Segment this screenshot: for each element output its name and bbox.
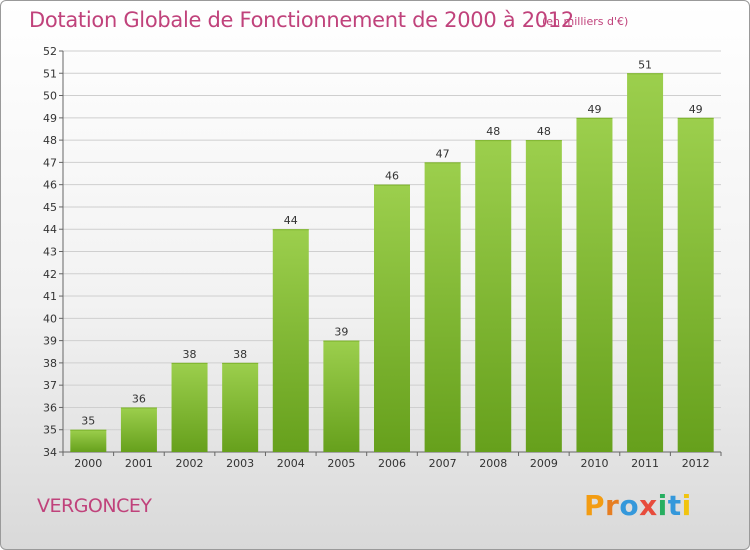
bar — [475, 140, 512, 452]
y-tick-label: 44 — [43, 223, 57, 236]
bar-value-label: 36 — [132, 392, 146, 405]
x-tick-label: 2004 — [277, 457, 305, 470]
y-tick-label: 42 — [43, 268, 57, 281]
bar-value-label: 44 — [284, 214, 298, 227]
bar-value-label: 48 — [537, 125, 551, 138]
value-labels: 35 36 38 38 44 39 46 47 48 48 49 51 49 — [81, 58, 702, 427]
y-tick-label: 38 — [43, 357, 57, 370]
bar-value-label: 49 — [587, 103, 601, 116]
x-tick-labels: 2000 2001 2002 2003 2004 2005 2006 2007 2008 2009… — [74, 457, 709, 470]
bar — [525, 140, 562, 452]
proxiti-logo: Proxiti — [584, 489, 692, 522]
x-tick-label: 2000 — [74, 457, 102, 470]
chart-unit: (en milliers d'€) — [542, 15, 629, 28]
x-tick-label: 2006 — [378, 457, 406, 470]
y-tick-label: 36 — [43, 401, 57, 414]
logo-letter: i — [657, 489, 668, 522]
bar-value-label: 47 — [436, 147, 450, 160]
x-tick-label: 2005 — [327, 457, 355, 470]
bar-value-label: 51 — [638, 58, 652, 71]
x-tick-label: 2010 — [580, 457, 608, 470]
y-tick-label: 34 — [43, 446, 57, 459]
bar-value-label: 35 — [81, 415, 95, 428]
logo-letter: P — [584, 489, 606, 522]
bars — [70, 73, 714, 453]
bar-value-label: 46 — [385, 170, 399, 183]
bar — [627, 73, 664, 453]
y-tick-label: 41 — [43, 290, 57, 303]
logo-letter: i — [681, 489, 692, 522]
y-tick-label: 46 — [43, 179, 57, 192]
x-tick-label: 2001 — [125, 457, 153, 470]
y-tick-label: 40 — [43, 312, 57, 325]
bar — [70, 429, 107, 452]
bar — [374, 184, 410, 452]
logo-letter: x — [639, 489, 658, 522]
commune-name: VERGONCEY — [37, 495, 152, 517]
y-tick-label: 43 — [43, 246, 57, 259]
logo-letter: o — [619, 489, 640, 522]
y-tick-label: 39 — [43, 335, 57, 348]
x-tick-label: 2003 — [226, 457, 254, 470]
logo-letter: t — [667, 489, 682, 522]
x-tick-label: 2009 — [530, 457, 558, 470]
y-tick-label: 49 — [43, 112, 57, 125]
bar-value-label: 39 — [334, 326, 348, 339]
x-tick-label: 2002 — [176, 457, 204, 470]
bar — [323, 340, 360, 452]
y-tick-label: 48 — [43, 134, 57, 147]
bar — [424, 162, 461, 452]
chart-title: Dotation Globale de Fonctionnement de 20… — [29, 8, 574, 32]
bar-value-label: 38 — [183, 348, 197, 361]
bar — [272, 229, 309, 452]
bar-value-label: 38 — [233, 348, 247, 361]
y-tick-label: 37 — [43, 379, 57, 392]
bar — [576, 117, 613, 452]
y-tick-label: 50 — [43, 90, 57, 103]
y-tick-label: 47 — [43, 156, 57, 169]
x-tick-label: 2011 — [631, 457, 659, 470]
y-tick-label: 35 — [43, 424, 57, 437]
y-tick-label: 45 — [43, 201, 57, 214]
bar — [677, 117, 714, 452]
x-tick-label: 2008 — [479, 457, 507, 470]
bar-value-label: 49 — [689, 103, 703, 116]
x-tick-label: 2007 — [429, 457, 457, 470]
bar — [120, 407, 157, 452]
bar-value-label: 48 — [486, 125, 500, 138]
logo-letter: r — [605, 489, 620, 522]
x-tick-label: 2012 — [682, 457, 710, 470]
y-tick-label: 51 — [43, 67, 57, 80]
y-tick-label: 52 — [43, 45, 57, 58]
y-tick-labels: 34 35 36 37 38 39 40 41 42 43 44 45 46 47 48 49 50 51 52 — [43, 45, 57, 459]
bar — [171, 362, 208, 452]
bar — [222, 362, 259, 452]
